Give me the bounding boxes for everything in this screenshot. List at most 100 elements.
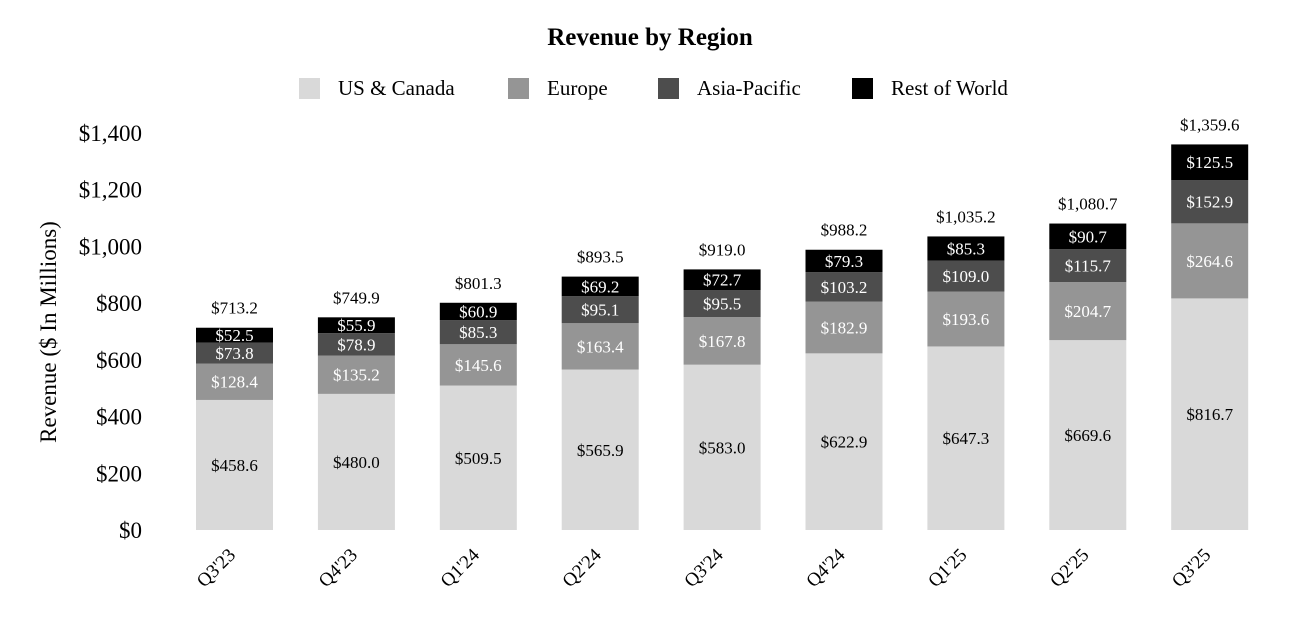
bar-segment-us-canada (196, 399, 273, 530)
y-tick-label: $400 (96, 405, 142, 430)
bar-total-label: $749.9 (333, 288, 380, 307)
segment-value-label-rest-of-world: $72.7 (703, 271, 742, 290)
segment-value-label-europe: $163.4 (577, 337, 624, 356)
segment-value-label-us-canada: $509.5 (455, 449, 502, 468)
y-tick-label: $1,200 (79, 178, 142, 203)
x-tick-label: Q2'24 (559, 544, 606, 591)
bar-segment-rest-of-world (805, 249, 883, 273)
bar-segment-europe (196, 363, 273, 400)
bar-segment-europe (683, 317, 761, 365)
bar-total-label: $988.2 (821, 221, 868, 240)
bar-segment-rest-of-world (317, 317, 395, 334)
bar-segment-us-canada (439, 385, 517, 530)
bar-segment-europe (1049, 282, 1127, 341)
legend-label-rest-of-world: Rest of World (891, 75, 1008, 100)
x-tick-label: Q1'24 (437, 544, 484, 591)
segment-value-label-us-canada: $480.0 (333, 453, 380, 472)
bar-total-label: $919.0 (699, 240, 746, 259)
x-tick-label: Q4'24 (802, 544, 849, 591)
segment-value-label-europe: $182.9 (821, 318, 868, 337)
bar-segment-asia-pacific (927, 260, 1005, 292)
bar-segment-europe (805, 301, 883, 354)
bar-segment-rest-of-world (561, 276, 639, 297)
segment-value-label-rest-of-world: $90.7 (1069, 227, 1108, 246)
chart-title: Revenue by Region (547, 24, 753, 51)
y-tick-label: $0 (119, 518, 142, 543)
segment-value-label-asia-pacific: $109.0 (943, 267, 990, 286)
bar-total-label: $893.5 (577, 248, 624, 267)
segment-value-label-rest-of-world: $52.5 (215, 326, 253, 345)
x-tick-label: Q3'23 (193, 545, 240, 592)
legend-swatch-rest-of-world (852, 77, 873, 99)
segment-value-label-us-canada: $622.9 (821, 433, 868, 452)
legend-swatch-us-canada (299, 77, 320, 99)
bar-segment-us-canada (927, 346, 1005, 530)
segment-value-label-us-canada: $458.6 (211, 456, 258, 475)
bar-segment-asia-pacific (561, 296, 639, 324)
x-tick-label: Q2'25 (1046, 545, 1093, 592)
segment-value-label-asia-pacific: $95.1 (581, 301, 619, 320)
segment-value-label-asia-pacific: $95.5 (703, 295, 741, 314)
segment-value-label-rest-of-world: $79.3 (825, 252, 863, 271)
legend-swatch-europe (508, 77, 529, 99)
segment-value-label-europe: $204.7 (1064, 302, 1111, 321)
segment-value-label-rest-of-world: $69.2 (581, 277, 619, 296)
segment-value-label-europe: $193.6 (943, 310, 990, 329)
bar-segment-us-canada (683, 364, 761, 530)
bar-segment-rest-of-world (439, 302, 517, 321)
segment-value-label-europe: $128.4 (211, 373, 258, 392)
bar-segment-rest-of-world (927, 236, 1005, 261)
segment-value-label-asia-pacific: $78.9 (337, 335, 375, 354)
legend-item-us-canada: US & Canada (299, 74, 455, 102)
y-tick-label: $600 (96, 348, 142, 373)
bar-segment-asia-pacific (317, 333, 395, 356)
legend-label-asia-pacific: Asia-Pacific (697, 75, 801, 100)
bar-segment-us-canada (317, 393, 395, 530)
x-tick-label: Q4'23 (315, 545, 362, 592)
bar-segment-us-canada (561, 369, 639, 530)
bar-segment-europe (439, 344, 517, 386)
legend-item-rest-of-world: Rest of World (852, 74, 1008, 102)
legend: US & Canada Europe Asia-Pacific Rest of … (0, 74, 1300, 102)
y-tick-label: $1,000 (79, 234, 142, 259)
bar-segment-europe (317, 355, 395, 394)
bar-segment-rest-of-world (1171, 144, 1249, 181)
segment-value-label-us-canada: $565.9 (577, 441, 624, 460)
bar-segment-asia-pacific (683, 290, 761, 318)
x-tick-label: Q3'24 (681, 544, 728, 591)
segment-value-label-europe: $145.6 (455, 356, 502, 375)
segment-value-label-asia-pacific: $115.7 (1065, 257, 1112, 276)
bar-segment-europe (927, 291, 1005, 347)
segment-value-label-rest-of-world: $55.9 (337, 316, 375, 335)
bar-segment-asia-pacific (1171, 180, 1249, 224)
bar-segment-asia-pacific (439, 320, 517, 345)
segment-value-label-asia-pacific: $73.8 (215, 344, 253, 363)
bar-segment-asia-pacific (196, 342, 273, 364)
segment-value-label-asia-pacific: $103.2 (821, 278, 868, 297)
legend-label-europe: Europe (547, 75, 608, 100)
y-tick-label: $800 (96, 291, 142, 316)
bar-total-label: $1,035.2 (936, 207, 996, 226)
segment-value-label-us-canada: $647.3 (943, 429, 990, 448)
bar-segment-asia-pacific (805, 272, 883, 302)
legend-item-asia-pacific: Asia-Pacific (658, 74, 801, 102)
bar-segment-europe (1171, 223, 1249, 299)
segment-value-label-rest-of-world: $125.5 (1186, 153, 1233, 172)
segment-value-label-europe: $264.6 (1186, 252, 1233, 271)
bar-total-label: $713.2 (211, 299, 258, 318)
legend-label-us-canada: US & Canada (338, 75, 455, 100)
legend-swatch-asia-pacific (658, 77, 679, 99)
segment-value-label-rest-of-world: $60.9 (459, 302, 497, 321)
bar-segment-asia-pacific (1049, 249, 1127, 283)
bar-segment-europe (561, 323, 639, 370)
y-tick-label: $1,400 (79, 121, 142, 146)
legend-item-europe: Europe (508, 74, 608, 102)
segment-value-label-europe: $167.8 (699, 332, 746, 351)
bar-total-label: $801.3 (455, 274, 502, 293)
segment-value-label-asia-pacific: $85.3 (459, 323, 497, 342)
x-tick-label: Q1'25 (924, 545, 971, 592)
bar-segment-rest-of-world (683, 269, 761, 291)
bar-total-label: $1,080.7 (1058, 195, 1118, 214)
